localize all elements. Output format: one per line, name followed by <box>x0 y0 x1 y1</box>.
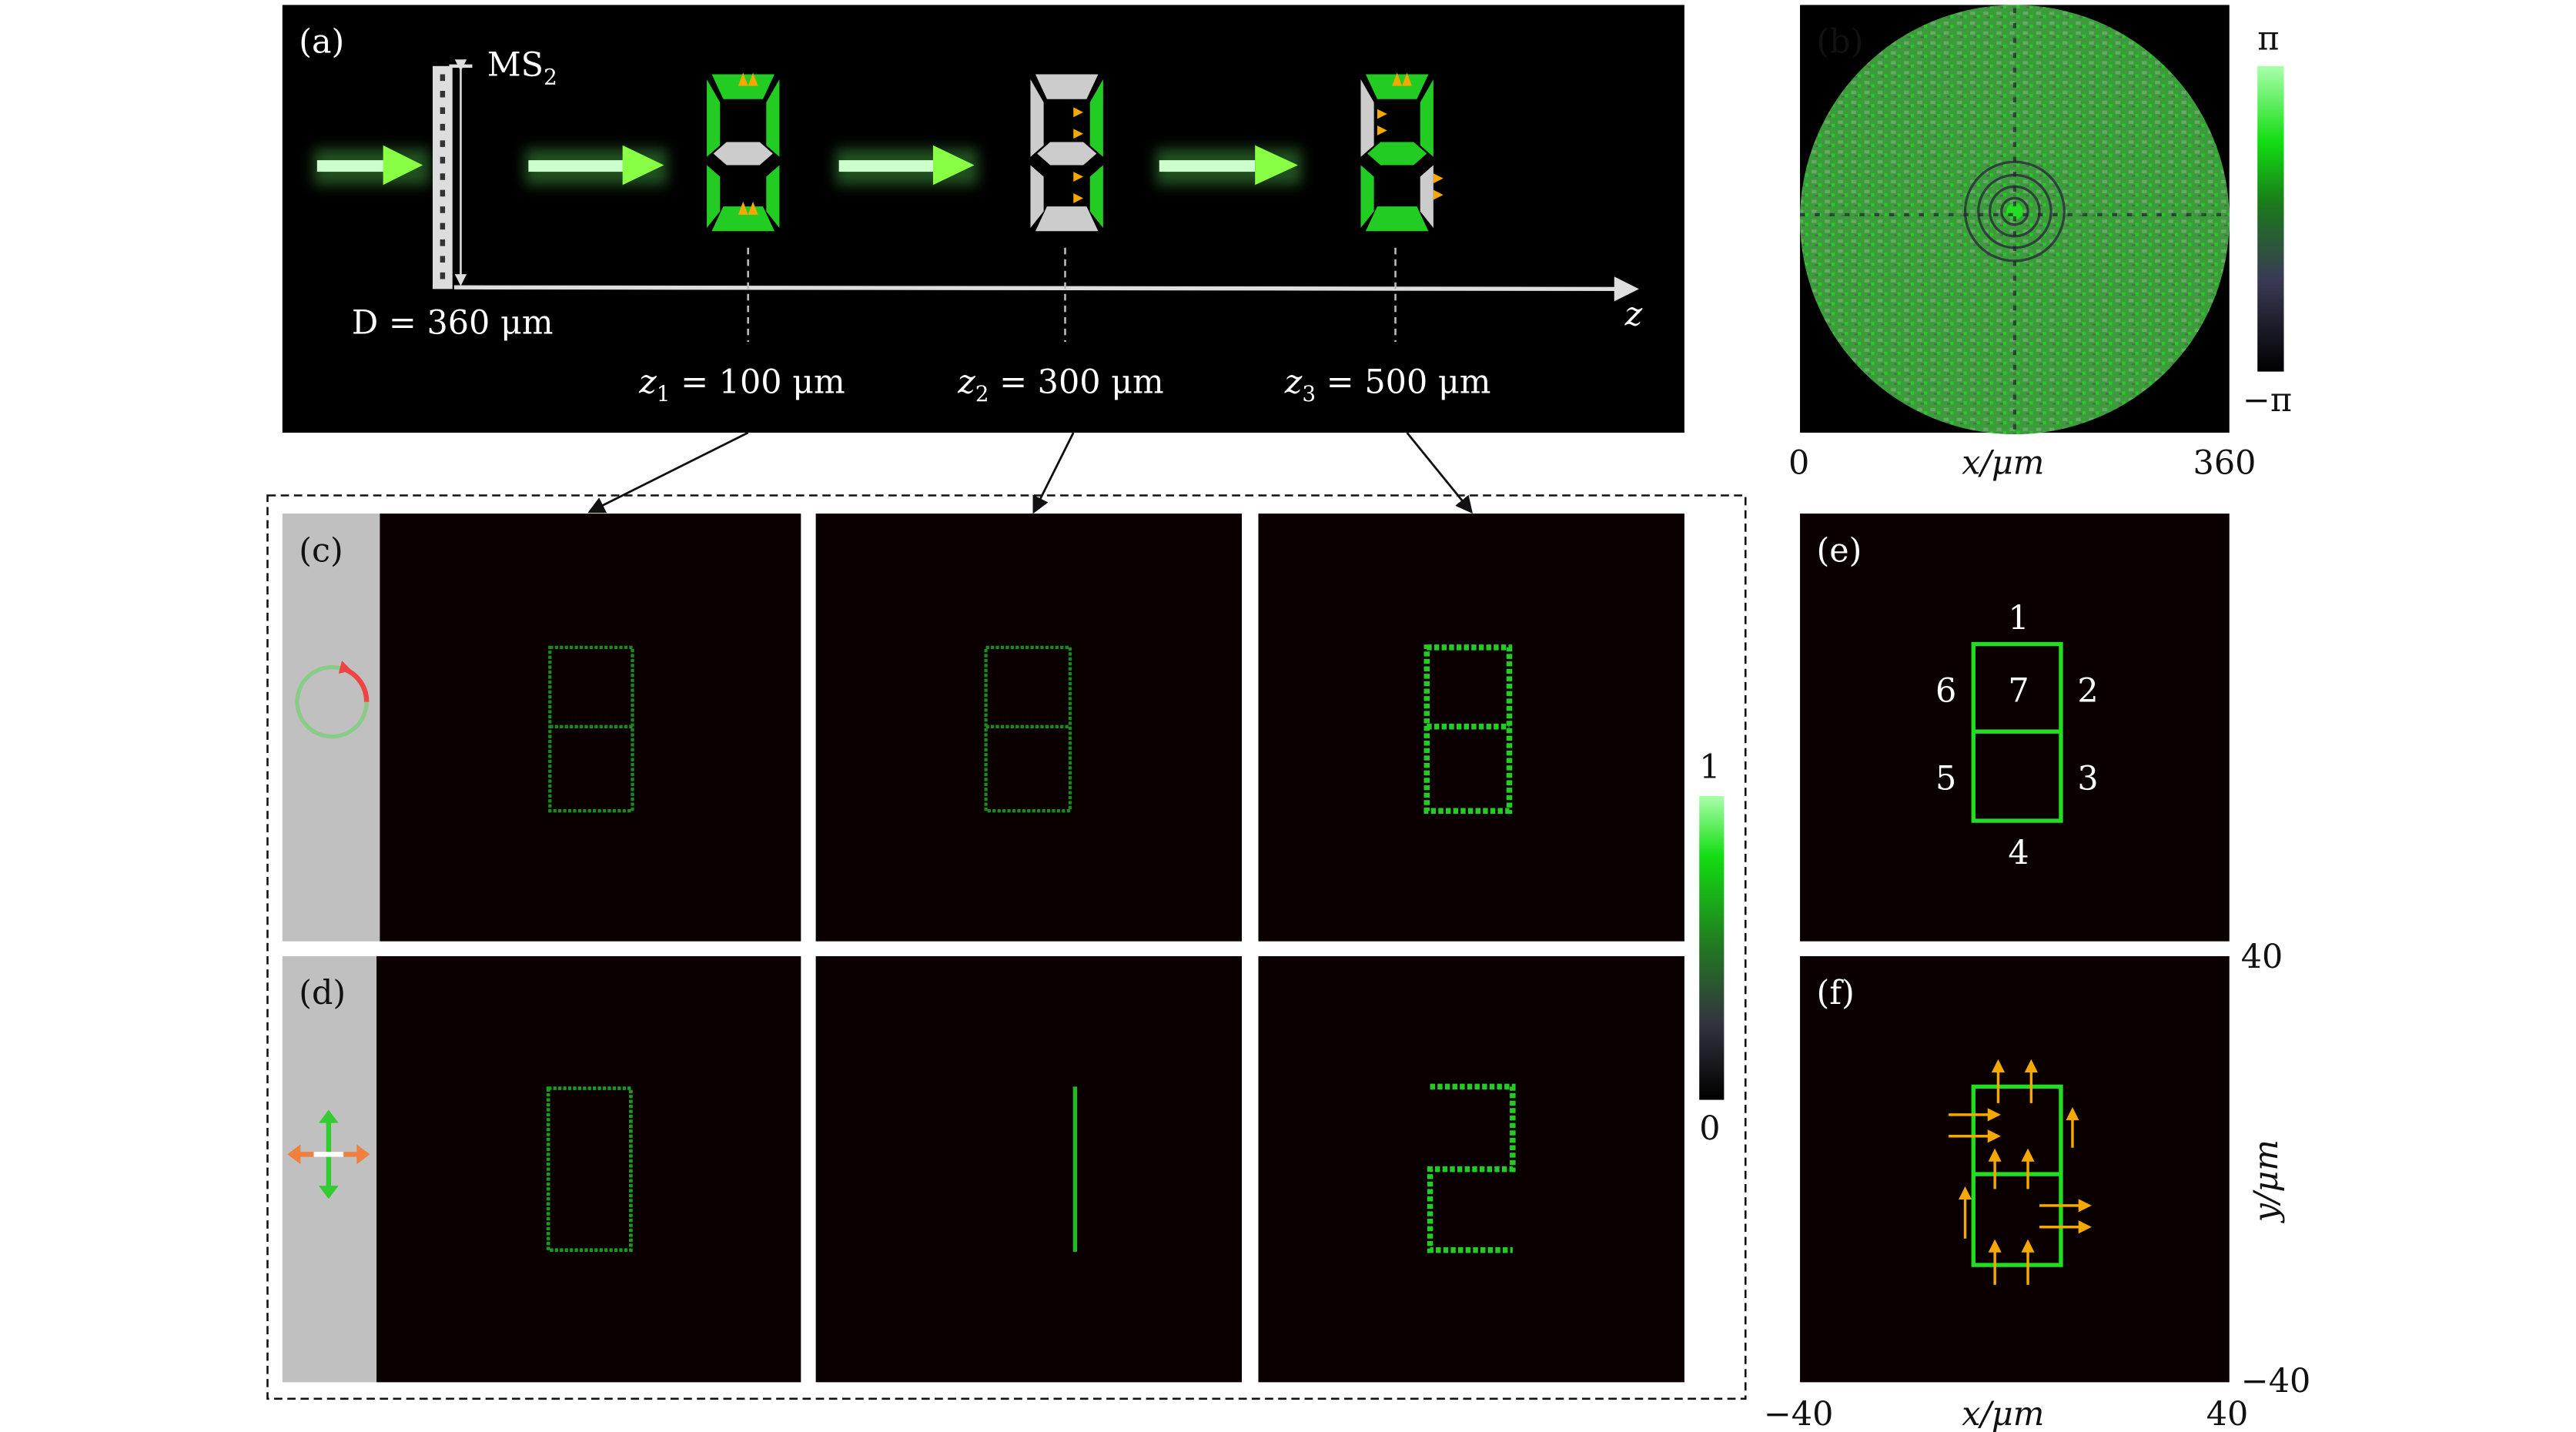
d-z1-digit <box>546 1086 633 1253</box>
panel-e: (e) 1 2 3 4 5 6 7 <box>1800 514 2230 942</box>
digit-1-icon <box>1030 74 1103 232</box>
beam-arrows <box>313 145 1302 186</box>
panel-a-label: (a) <box>299 23 344 62</box>
metasurface-label: MS2 <box>487 46 557 90</box>
polarization-arrows <box>1949 1059 2092 1285</box>
diameter-label: D = 360 μm <box>352 303 554 342</box>
phase-colorbar-min: −π <box>2243 381 2292 420</box>
plane-markers <box>747 247 1397 343</box>
beam-arrow-icon <box>835 145 978 186</box>
panel-d-label: (d) <box>299 974 346 1012</box>
c-z1-digit <box>548 645 634 813</box>
intensity-colorbar <box>1699 795 1725 1100</box>
circular-polarization-icon <box>295 661 370 739</box>
f-y-label: y/μm <box>2247 1139 2286 1223</box>
segment-2-label: 2 <box>2077 672 2098 711</box>
panel-d: (d) <box>282 955 1684 1383</box>
segment-layout <box>1971 1084 2063 1267</box>
panel-b: (b) (b) π −π 0 x/μm 360 <box>1788 5 2292 483</box>
intensity-colorbar-max: 1 <box>1699 748 1720 786</box>
panel-a: (a) MS2 z D = 360 μm <box>282 5 1684 433</box>
plane-1-label: z1 = 100 μm <box>638 363 845 407</box>
b-x-label: x/μm <box>1962 444 2044 483</box>
segment-7-label: 7 <box>2008 672 2029 711</box>
connector-arrows <box>587 431 1473 514</box>
f-y-max: 40 <box>2241 938 2283 976</box>
beam-arrow-icon <box>1156 145 1302 186</box>
b-x-max: 360 <box>2193 444 2257 483</box>
digit-0-icon <box>707 72 780 232</box>
c-z2-digit <box>984 645 1072 813</box>
b-x-min: 0 <box>1788 444 1809 483</box>
plane-2-label: z2 = 300 μm <box>957 363 1164 407</box>
z-axis-label: z <box>1624 296 1643 334</box>
digit-2-icon <box>1360 72 1444 232</box>
segment-3-label: 3 <box>2077 759 2098 798</box>
results-frame <box>266 494 1747 1400</box>
f-x-max: 40 <box>2206 1395 2249 1432</box>
f-x-label: x/μm <box>1962 1395 2044 1432</box>
panel-a-background <box>282 5 1684 433</box>
segment-4-label: 4 <box>2008 834 2029 872</box>
panel-b-label: (b) <box>1817 23 1864 62</box>
metasurface-icon <box>432 59 473 289</box>
panel-f-label: (f) <box>1817 974 1855 1012</box>
d-z3-digit <box>1427 1083 1516 1253</box>
panel-f: (f) <box>1800 955 2230 1383</box>
beam-arrow-icon <box>525 145 667 186</box>
segment-layout <box>1971 641 2063 823</box>
panel-e-label: (e) <box>1817 531 1862 570</box>
beam-arrow-icon <box>313 145 430 186</box>
f-x-min: −40 <box>1764 1395 1834 1432</box>
linear-polarization-icon <box>287 1109 370 1199</box>
phase-colorbar-max: π <box>2257 19 2279 58</box>
segment-6-label: 6 <box>1935 672 1956 711</box>
phase-colorbar <box>2257 65 2284 372</box>
segment-5-label: 5 <box>1935 759 1956 798</box>
f-y-min: −40 <box>2241 1362 2311 1400</box>
c-z3-digit <box>1423 644 1513 814</box>
plane-3-label: z3 = 500 μm <box>1284 363 1491 407</box>
segment-1-label: 1 <box>2008 599 2029 637</box>
intensity-colorbar-min: 0 <box>1699 1109 1720 1148</box>
panel-c: (c) <box>282 514 1684 942</box>
z-axis <box>453 276 1639 302</box>
panel-c-label: (c) <box>299 531 343 570</box>
